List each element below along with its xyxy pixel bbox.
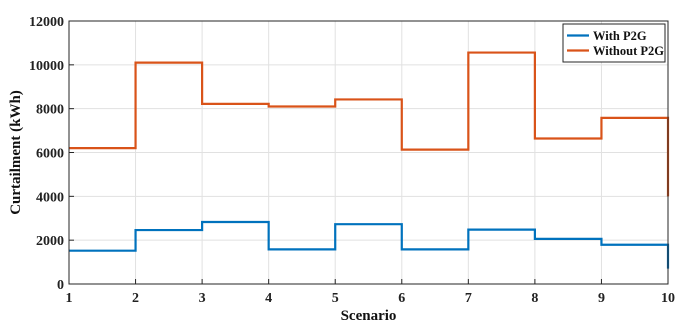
y-tick-label: 2000 (36, 234, 64, 249)
x-tick-label: 5 (332, 291, 339, 306)
x-tick-label: 10 (661, 291, 675, 306)
y-tick-label: 4000 (36, 190, 64, 205)
series-line-without-p2g (69, 51, 670, 197)
x-tick-label: 6 (398, 291, 405, 306)
legend-box (562, 23, 666, 63)
legend-label: With P2G (593, 29, 647, 43)
x-tick-label: 8 (531, 291, 538, 306)
x-tick-label: 9 (598, 291, 605, 306)
x-axis-title: Scenario (341, 308, 397, 324)
x-tick-label: 3 (199, 291, 206, 306)
series-lines (69, 51, 670, 269)
y-tick-label: 12000 (29, 15, 64, 30)
y-tick-label: 6000 (36, 147, 64, 162)
x-tick-label: 4 (265, 291, 272, 306)
x-tick-label: 1 (66, 291, 73, 306)
series-line-with-p2g (69, 220, 670, 269)
x-tick-label: 7 (465, 291, 472, 306)
axis-ticks: 1 2 3 4 5 6 7 8 9 10 0 2000 4000 6000 8000 10000 12000 (29, 15, 675, 306)
legend-label: Without P2G (593, 44, 664, 58)
y-tick-label: 10000 (29, 59, 64, 74)
x-tick-label: 2 (132, 291, 139, 306)
y-tick-label: 8000 (36, 103, 64, 118)
y-axis-title: Curtailment (kWh) (8, 90, 24, 215)
y-tick-label: 0 (57, 278, 64, 293)
